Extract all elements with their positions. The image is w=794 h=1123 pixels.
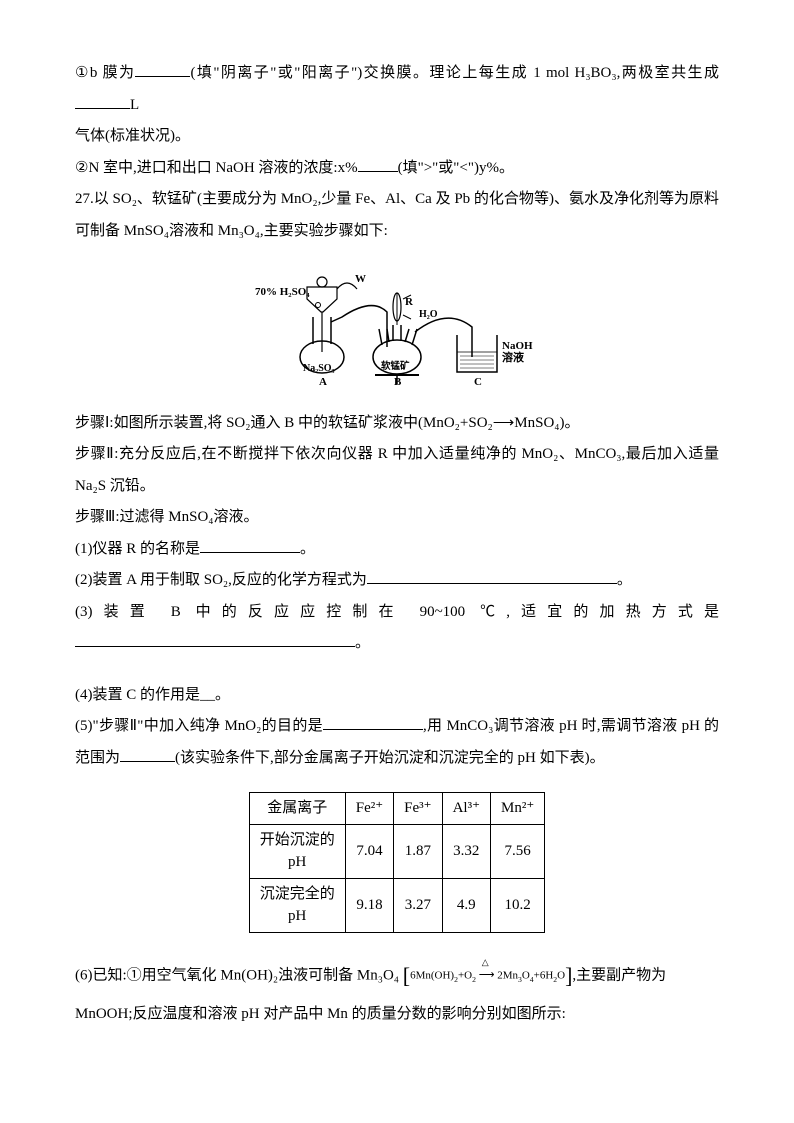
text: (该实验条件下,部分金属离子开始沉淀和沉淀完全的 pH 如下表)。 — [175, 750, 605, 766]
label-ruankuang: 软锰矿 — [381, 360, 410, 372]
label-a: A — [319, 376, 327, 387]
td: 3.27 — [394, 878, 442, 932]
text: (2)装置 A 用于制取 SO₂,反应的化学方程式为 — [75, 572, 367, 588]
text: 。 — [300, 541, 315, 557]
text: 27.以 SO₂、软锰矿(主要成分为 MnO₂,少量 Fe、Al、Ca 及 Pb… — [75, 191, 719, 239]
text: (填"阴离子"或"阳离子")交换膜。理论上每生成 1 mol H₃BO₃,两极室… — [190, 65, 719, 81]
text: ②N 室中,进口和出口 NaOH 溶液的浓度:x% — [75, 160, 358, 176]
text: 步骤Ⅱ:充分反应后,在不断搅拌下依次向仪器 R 中加入适量纯净的 MnO₂、Mn… — [75, 446, 719, 494]
label-na2so3: Na₂SO₃ — [303, 363, 335, 374]
label-naoh2: 溶液 — [502, 350, 525, 364]
q6c: MnOOH;反应温度和溶液 pH 对产品中 Mn 的质量分数的影响分别如图所示: — [75, 999, 719, 1031]
label-naoh1: NaOH — [502, 340, 533, 352]
th: Mn²⁺ — [491, 793, 545, 825]
text: (1)仪器 R 的名称是 — [75, 541, 200, 557]
text: ,主要副产物为 — [572, 967, 666, 983]
td: 7.04 — [345, 824, 393, 878]
td: 4.9 — [442, 878, 490, 932]
q1: (1)仪器 R 的名称是 。 — [75, 534, 719, 566]
step-2: 步骤Ⅱ:充分反应后,在不断搅拌下依次向仪器 R 中加入适量纯净的 MnO₂、Mn… — [75, 439, 719, 502]
label-b: B — [394, 376, 402, 387]
blank — [75, 632, 355, 647]
text: 气体(标准状况)。 — [75, 128, 190, 144]
blank — [120, 747, 175, 762]
label-c: C — [474, 376, 482, 387]
label-h2o: H₂O — [419, 309, 438, 320]
label-h2so4: 70% H₂SO₄ — [255, 286, 310, 298]
para-1: ①b 膜为 (填"阴离子"或"阳离子")交换膜。理论上每生成 1 mol H₃BO… — [75, 58, 719, 121]
text: 。 — [355, 635, 370, 651]
blank — [323, 715, 423, 730]
para-2: ②N 室中,进口和出口 NaOH 溶液的浓度:x% (填">"或"<")y%。 — [75, 153, 719, 185]
blank — [135, 62, 190, 77]
table-row: 沉淀完全的pH 9.18 3.27 4.9 10.2 — [249, 878, 545, 932]
label-w: W — [355, 273, 366, 285]
blank — [367, 569, 617, 584]
text: (填">"或"<")y%。 — [398, 160, 514, 176]
td: 9.18 — [345, 878, 393, 932]
table-row: 开始沉淀的pH 7.04 1.87 3.32 7.56 — [249, 824, 545, 878]
q3: (3)装置 B 中的反应应控制在 90~100 ℃,适宜的加热方式是。 — [75, 597, 719, 660]
td: 开始沉淀的pH — [249, 824, 345, 878]
th: Fe²⁺ — [345, 793, 393, 825]
td: 3.32 — [442, 824, 490, 878]
text: 。 — [617, 572, 632, 588]
q6: (6)已知:①用空气氧化 Mn(OH)₂浊液可制备 Mn₃O₄ [6Mn(OH)… — [75, 953, 719, 999]
th: Al³⁺ — [442, 793, 490, 825]
th: Fe³⁺ — [394, 793, 442, 825]
para-3: 27.以 SO₂、软锰矿(主要成分为 MnO₂,少量 Fe、Al、Ca 及 Pb… — [75, 184, 719, 247]
td: 7.56 — [491, 824, 545, 878]
td: 1.87 — [394, 824, 442, 878]
para-1b: 气体(标准状况)。 — [75, 121, 719, 153]
text: (4)装置 C 的作用是__。 — [75, 687, 230, 703]
text: 步骤Ⅰ:如图所示装置,将 SO₂通入 B 中的软锰矿浆液中(MnO₂+SO₂⟶M… — [75, 415, 580, 431]
q4: (4)装置 C 的作用是__。 — [75, 680, 719, 712]
q5: (5)"步骤Ⅱ"中加入纯净 MnO₂的目的是,用 MnCO₃调节溶液 pH 时,… — [75, 711, 719, 774]
text: ①b 膜为 — [75, 65, 135, 81]
table-header-row: 金属离子 Fe²⁺ Fe³⁺ Al³⁺ Mn²⁺ — [249, 793, 545, 825]
blank — [200, 538, 300, 553]
step-1: 步骤Ⅰ:如图所示装置,将 SO₂通入 B 中的软锰矿浆液中(MnO₂+SO₂⟶M… — [75, 408, 719, 440]
step-3: 步骤Ⅲ:过滤得 MnSO₄溶液。 — [75, 502, 719, 534]
ph-table: 金属离子 Fe²⁺ Fe³⁺ Al³⁺ Mn²⁺ 开始沉淀的pH 7.04 1.… — [249, 792, 546, 933]
td: 10.2 — [491, 878, 545, 932]
text: L — [130, 97, 139, 113]
td: 沉淀完全的pH — [249, 878, 345, 932]
th: 金属离子 — [249, 793, 345, 825]
text: MnOOH;反应温度和溶液 pH 对产品中 Mn 的质量分数的影响分别如图所示: — [75, 1006, 566, 1022]
q2: (2)装置 A 用于制取 SO₂,反应的化学方程式为 。 — [75, 565, 719, 597]
apparatus-diagram: 70% H₂SO₄ W Na₂SO₃ A R H₂O 软锰矿 B NaOH 溶液… — [75, 257, 719, 400]
equation-box: [6Mn(OH)2+O2 △⟶ 2Mn3O4+6H2O] — [403, 953, 573, 999]
text: (6)已知:①用空气氧化 Mn(OH)₂浊液可制备 Mn₃O₄ — [75, 967, 403, 983]
text: (5)"步骤Ⅱ"中加入纯净 MnO₂的目的是 — [75, 718, 323, 734]
blank — [75, 94, 130, 109]
text: 步骤Ⅲ:过滤得 MnSO₄溶液。 — [75, 509, 259, 525]
text: (3)装置 B 中的反应应控制在 90~100 ℃,适宜的加热方式是 — [75, 604, 719, 620]
blank — [358, 157, 398, 172]
